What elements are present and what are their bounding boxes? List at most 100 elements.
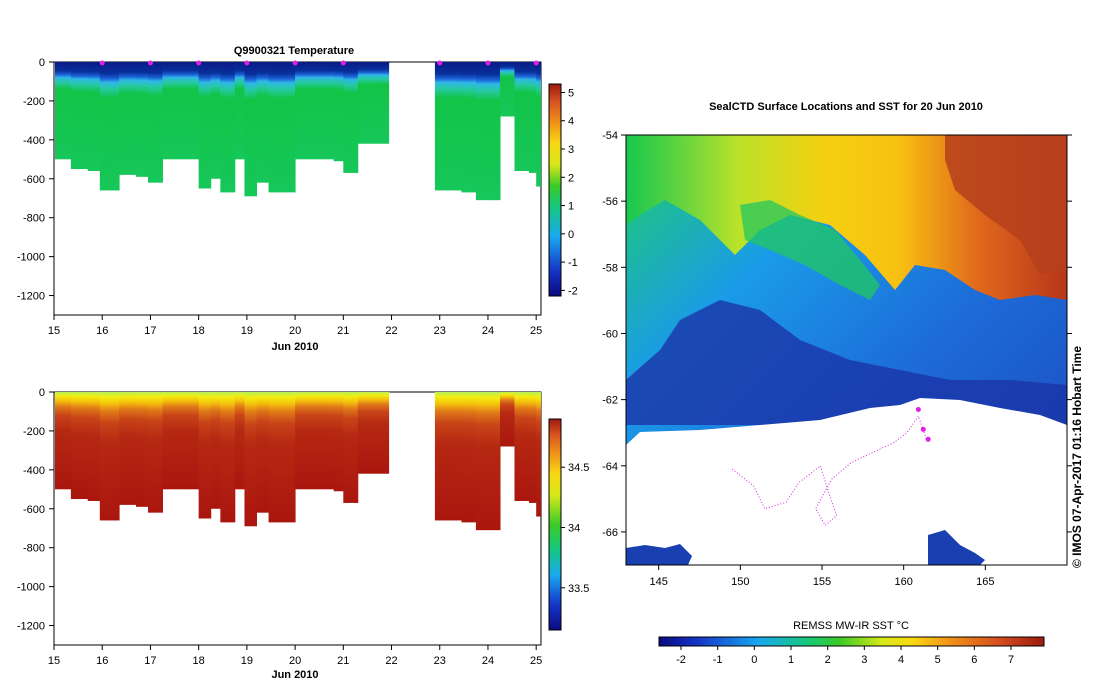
sst-colorbar-tick-label: 1 xyxy=(788,654,794,666)
sal-y-tick-label: -1200 xyxy=(17,621,45,633)
temp-x-tick-label: 24 xyxy=(482,325,494,337)
sst-colorbar-tick-label: 5 xyxy=(935,654,941,666)
sal-x-tick-label: 18 xyxy=(193,655,205,667)
map-y-tick-label: -66 xyxy=(602,527,618,539)
salinity-xlabel: Jun 2010 xyxy=(271,669,318,681)
profile-column xyxy=(220,392,236,523)
temp-y-tick-label: -400 xyxy=(23,135,45,147)
temp-y-tick-label: -1200 xyxy=(17,291,45,303)
profile-column xyxy=(500,62,515,117)
profile-column xyxy=(119,392,137,505)
colorbar-tick-label: 3 xyxy=(568,144,574,156)
sst-colorbar-tick-label: -1 xyxy=(713,654,723,666)
colorbar-tick-label: 4 xyxy=(568,116,574,128)
profile-column xyxy=(434,62,462,191)
profile-column xyxy=(135,62,149,177)
profile-column xyxy=(148,62,163,183)
sst-green-band xyxy=(740,200,880,300)
map-y-tick-label: -56 xyxy=(602,196,618,208)
colorbar-tick-label: 5 xyxy=(568,87,574,99)
sal-y-tick-label: -600 xyxy=(23,504,45,516)
profile-column xyxy=(536,62,541,187)
sst-colorbar-tick-label: 0 xyxy=(751,654,757,666)
salinity-colorbar: 34.5 34 33.5 xyxy=(548,418,589,631)
sst-colorbar-tick-label: 6 xyxy=(971,654,977,666)
colorbar-tick-label: 1 xyxy=(568,201,574,213)
colorbar-tick-label: 2 xyxy=(568,172,574,184)
temp-x-tick-label: 15 xyxy=(48,325,60,337)
profile-marker xyxy=(485,60,491,66)
seal-track xyxy=(731,407,931,527)
sst-ice-mask xyxy=(626,398,1067,565)
profile-column xyxy=(268,62,296,193)
profile-marker xyxy=(533,60,539,66)
colorbar-tick-label: -1 xyxy=(568,257,578,269)
salinity-x-axis: 15 16 17 18 19 20 21 22 23 24 25 xyxy=(48,645,542,667)
temp-y-tick-label: -200 xyxy=(23,96,45,108)
sal-x-tick-label: 15 xyxy=(48,655,60,667)
temp-y-tick-label: -600 xyxy=(23,174,45,186)
profile-column xyxy=(528,392,537,503)
temperature-colorbar-ramp xyxy=(548,83,562,297)
salinity-plot xyxy=(53,391,542,646)
sst-map-y-axis: -54 -56 -58 -60 -62 -64 -66 xyxy=(602,130,1072,539)
map-y-tick-label: -64 xyxy=(602,461,618,473)
map-y-tick-label: -58 xyxy=(602,262,618,274)
temp-y-tick-label: 0 xyxy=(39,57,45,69)
profile-column xyxy=(490,62,501,201)
profile-column xyxy=(333,392,344,492)
profile-column xyxy=(162,392,185,490)
profile-column xyxy=(244,62,258,197)
colorbar-tick-label: 34 xyxy=(568,523,580,535)
temp-x-tick-label: 25 xyxy=(530,325,542,337)
profile-column xyxy=(490,392,501,531)
profile-column xyxy=(343,62,359,173)
seal-surface-location xyxy=(915,407,921,413)
sal-x-tick-label: 25 xyxy=(530,655,542,667)
profile-marker xyxy=(147,60,153,66)
profile-column xyxy=(295,62,335,160)
colorbar-tick-label: 0 xyxy=(568,229,574,241)
sst-colorbar-tick-label: -2 xyxy=(676,654,686,666)
map-x-tick-label: 155 xyxy=(813,576,831,588)
profile-marker xyxy=(244,60,250,66)
salinity-colorbar-ramp xyxy=(548,418,562,631)
profile-column xyxy=(461,62,477,193)
profile-column xyxy=(333,62,344,162)
profile-column xyxy=(461,392,477,523)
profile-marker xyxy=(99,60,105,66)
sst-colorbar-tick-label: 3 xyxy=(861,654,867,666)
temp-x-tick-label: 16 xyxy=(96,325,108,337)
profile-column xyxy=(55,392,72,490)
profile-column xyxy=(295,392,335,490)
temperature-x-axis: 15 16 17 18 19 20 21 22 23 24 25 xyxy=(48,315,542,337)
profile-column xyxy=(234,62,245,160)
sal-y-tick-label: -200 xyxy=(23,426,45,438)
salinity-y-axis: 0 -200 -400 -600 -800 -1000 -1200 xyxy=(17,387,54,633)
profile-column xyxy=(70,62,89,170)
sst-map-x-axis: 145 150 155 160 165 xyxy=(649,565,995,588)
profile-column xyxy=(87,62,101,171)
sst-sw-coast-water xyxy=(626,544,692,565)
sst-dark-blue-band xyxy=(626,300,1067,425)
profile-column xyxy=(220,62,236,193)
sst-colorbar-ramp xyxy=(658,636,1045,647)
temp-x-tick-label: 22 xyxy=(385,325,397,337)
sal-x-tick-label: 24 xyxy=(482,655,494,667)
map-y-tick-label: -54 xyxy=(602,130,618,142)
colorbar-tick-label: 34.5 xyxy=(568,462,589,474)
seal-surface-location xyxy=(925,436,931,442)
sal-x-tick-label: 19 xyxy=(241,655,253,667)
temperature-colorbar: 5 4 3 2 1 0 -1 -2 xyxy=(548,83,578,297)
temp-x-tick-label: 23 xyxy=(434,325,446,337)
sst-map-title: SealCTD Surface Locations and SST for 20… xyxy=(709,101,983,113)
profile-column xyxy=(87,392,101,501)
profile-column xyxy=(256,392,270,513)
profile-column xyxy=(357,392,390,474)
profile-column xyxy=(119,62,137,175)
sst-colorbar-tick-label: 7 xyxy=(1008,654,1014,666)
profile-column xyxy=(514,392,530,501)
sst-colorbar-tick-label: 2 xyxy=(825,654,831,666)
sal-x-tick-label: 22 xyxy=(385,655,397,667)
